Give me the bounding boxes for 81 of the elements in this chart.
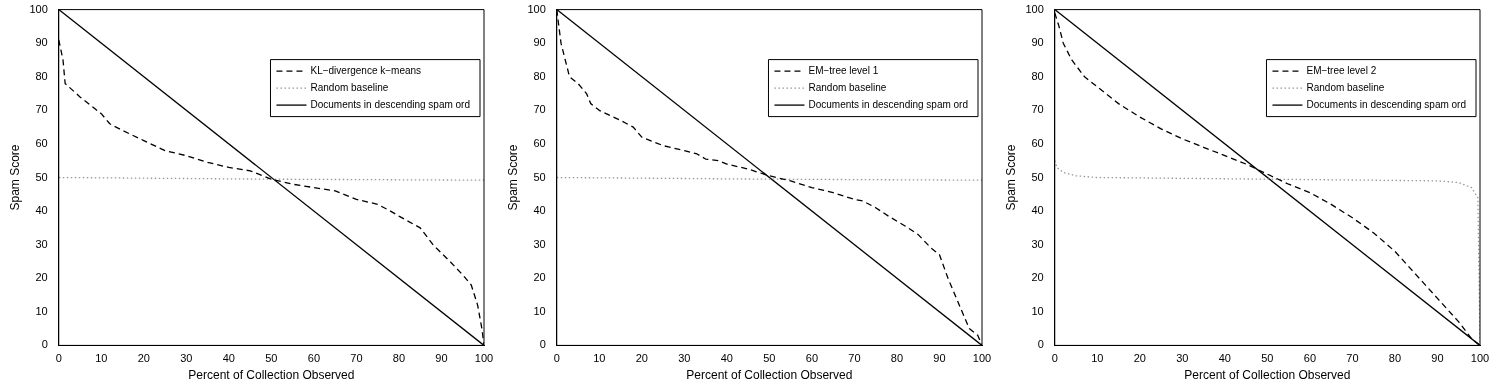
y-tick-label: 50 <box>533 170 546 183</box>
y-tick-label: 40 <box>35 204 48 217</box>
y-axis-title: Spam Score <box>505 144 520 211</box>
x-tick-label: 20 <box>1133 352 1146 365</box>
x-tick-label: 60 <box>805 352 819 365</box>
x-tick-label: 10 <box>95 352 108 365</box>
x-tick-label: 40 <box>720 352 733 365</box>
y-tick-label: 10 <box>35 304 48 317</box>
x-tick-label: 60 <box>307 352 321 365</box>
y-tick-label: 90 <box>35 36 48 49</box>
x-tick-label: 50 <box>265 352 278 365</box>
y-tick-label: 0 <box>539 338 546 351</box>
legend-label: Documents in descending spam ord <box>808 98 968 110</box>
x-tick-label: 70 <box>1346 352 1359 365</box>
legend-label: KL−divergence k−means <box>310 64 422 76</box>
legend-label: EM−tree level 2 <box>1306 64 1377 76</box>
y-tick-label: 100 <box>527 2 546 15</box>
y-tick-label: 60 <box>1031 136 1044 149</box>
y-tick-label: 60 <box>533 136 546 149</box>
x-tick-label: 40 <box>1218 352 1231 365</box>
x-tick-label: 90 <box>933 352 946 365</box>
y-tick-label: 40 <box>533 204 546 217</box>
x-tick-label: 70 <box>350 352 363 365</box>
y-tick-label: 80 <box>533 69 546 82</box>
x-tick-label: 20 <box>635 352 648 365</box>
y-tick-label: 20 <box>1031 271 1044 284</box>
x-tick-label: 30 <box>678 352 691 365</box>
y-tick-label: 70 <box>1031 103 1044 116</box>
y-tick-label: 70 <box>35 103 48 116</box>
x-tick-label: 50 <box>763 352 776 365</box>
y-tick-label: 50 <box>1031 170 1044 183</box>
y-tick-label: 90 <box>533 36 546 49</box>
y-tick-label: 0 <box>1037 338 1044 351</box>
x-axis-title: Percent of Collection Observed <box>188 368 355 383</box>
y-tick-label: 100 <box>29 2 48 15</box>
y-axis-title: Spam Score <box>1003 144 1018 211</box>
x-tick-label: 20 <box>137 352 150 365</box>
legend-label: Random baseline <box>310 81 389 93</box>
x-tick-label: 100 <box>972 352 992 365</box>
x-tick-label: 0 <box>55 352 62 365</box>
y-tick-label: 30 <box>1031 237 1044 250</box>
x-tick-label: 30 <box>180 352 193 365</box>
x-tick-label: 70 <box>848 352 861 365</box>
legend-label: Documents in descending spam ord <box>1306 98 1466 110</box>
x-tick-label: 0 <box>553 352 560 365</box>
legend-label: EM−tree level 1 <box>808 64 879 76</box>
y-tick-label: 30 <box>533 237 546 250</box>
x-tick-label: 30 <box>1176 352 1189 365</box>
x-tick-label: 90 <box>435 352 448 365</box>
x-tick-label: 50 <box>1261 352 1274 365</box>
x-tick-label: 60 <box>1303 352 1317 365</box>
x-axis-title: Percent of Collection Observed <box>1184 368 1351 383</box>
x-tick-label: 100 <box>474 352 494 365</box>
y-tick-label: 20 <box>533 271 546 284</box>
y-tick-label: 0 <box>41 338 48 351</box>
y-tick-label: 20 <box>35 271 48 284</box>
y-tick-label: 10 <box>1031 304 1044 317</box>
x-tick-label: 10 <box>593 352 606 365</box>
y-axis-title: Spam Score <box>7 144 22 211</box>
x-tick-label: 80 <box>1388 352 1402 365</box>
y-tick-label: 10 <box>533 304 546 317</box>
y-tick-label: 80 <box>35 69 48 82</box>
x-tick-label: 80 <box>890 352 904 365</box>
y-tick-label: 50 <box>35 170 48 183</box>
y-tick-label: 70 <box>533 103 546 116</box>
y-tick-label: 80 <box>1031 69 1044 82</box>
x-tick-label: 10 <box>1091 352 1104 365</box>
y-tick-label: 40 <box>1031 204 1044 217</box>
x-tick-label: 80 <box>392 352 406 365</box>
x-axis-title: Percent of Collection Observed <box>686 368 853 383</box>
y-tick-label: 30 <box>35 237 48 250</box>
x-tick-label: 40 <box>222 352 235 365</box>
legend-label: Random baseline <box>1306 81 1385 93</box>
y-tick-label: 60 <box>35 136 48 149</box>
legend-label: Documents in descending spam ord <box>310 98 470 110</box>
x-tick-label: 0 <box>1051 352 1058 365</box>
x-tick-label: 100 <box>1470 352 1490 365</box>
y-tick-label: 100 <box>1025 2 1044 15</box>
x-tick-label: 90 <box>1431 352 1444 365</box>
y-tick-label: 90 <box>1031 36 1044 49</box>
legend-label: Random baseline <box>808 81 887 93</box>
